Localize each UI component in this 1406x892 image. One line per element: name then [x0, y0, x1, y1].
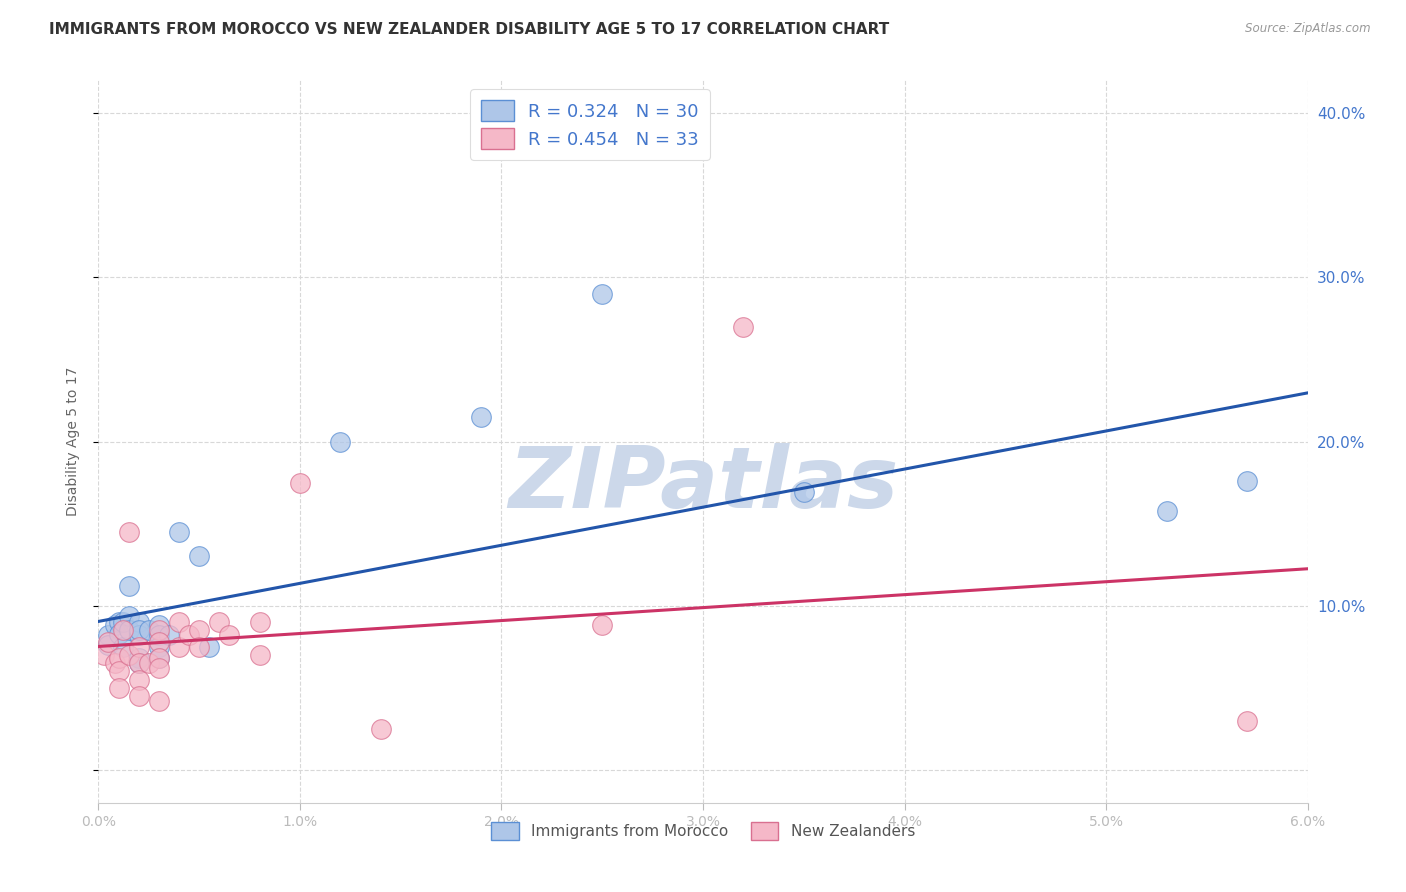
Point: [107, 651, 129, 665]
Point: [148, 651, 170, 665]
Point: [128, 657, 150, 671]
Point: [118, 624, 141, 638]
Point: [128, 624, 150, 638]
Point: [107, 681, 129, 695]
Point: [148, 624, 170, 638]
Point: [793, 485, 815, 500]
Legend: Immigrants from Morocco, New Zealanders: Immigrants from Morocco, New Zealanders: [485, 816, 921, 846]
Point: [118, 608, 141, 623]
Point: [249, 648, 271, 662]
Point: [167, 524, 190, 539]
Point: [107, 626, 129, 640]
Point: [591, 618, 613, 632]
Point: [128, 651, 150, 665]
Point: [148, 635, 170, 649]
Point: [1156, 503, 1178, 517]
Point: [198, 640, 221, 654]
Point: [103, 657, 125, 671]
Point: [128, 689, 150, 703]
Text: ZIPatlas: ZIPatlas: [508, 443, 898, 526]
Point: [97, 635, 120, 649]
Point: [218, 628, 240, 642]
Point: [128, 657, 150, 671]
Point: [111, 615, 134, 630]
Point: [128, 628, 150, 642]
Point: [118, 648, 141, 662]
Point: [470, 409, 492, 424]
Point: [111, 640, 134, 654]
Point: [97, 638, 120, 652]
Point: [103, 618, 125, 632]
Point: [148, 661, 170, 675]
Point: [128, 615, 150, 630]
Point: [118, 524, 141, 539]
Point: [148, 640, 170, 654]
Point: [118, 579, 141, 593]
Point: [188, 640, 211, 654]
Point: [188, 549, 211, 564]
Point: [97, 628, 120, 642]
Point: [733, 319, 755, 334]
Point: [128, 673, 150, 687]
Point: [249, 615, 271, 630]
Point: [148, 694, 170, 708]
Point: [167, 640, 190, 654]
Point: [167, 615, 190, 630]
Point: [188, 624, 211, 638]
Y-axis label: Disability Age 5 to 17: Disability Age 5 to 17: [66, 367, 80, 516]
Point: [111, 624, 134, 638]
Point: [288, 475, 311, 490]
Point: [148, 618, 170, 632]
Point: [148, 651, 170, 665]
Point: [329, 434, 352, 449]
Point: [1236, 474, 1258, 488]
Point: [128, 640, 150, 654]
Point: [1236, 714, 1258, 728]
Text: Source: ZipAtlas.com: Source: ZipAtlas.com: [1246, 22, 1371, 36]
Point: [370, 722, 392, 736]
Text: IMMIGRANTS FROM MOROCCO VS NEW ZEALANDER DISABILITY AGE 5 TO 17 CORRELATION CHAR: IMMIGRANTS FROM MOROCCO VS NEW ZEALANDER…: [49, 22, 890, 37]
Point: [93, 648, 115, 662]
Point: [591, 286, 613, 301]
Point: [107, 665, 129, 679]
Point: [157, 628, 180, 642]
Point: [107, 615, 129, 630]
Point: [208, 615, 231, 630]
Point: [179, 628, 201, 642]
Point: [138, 624, 160, 638]
Point: [148, 628, 170, 642]
Point: [138, 657, 160, 671]
